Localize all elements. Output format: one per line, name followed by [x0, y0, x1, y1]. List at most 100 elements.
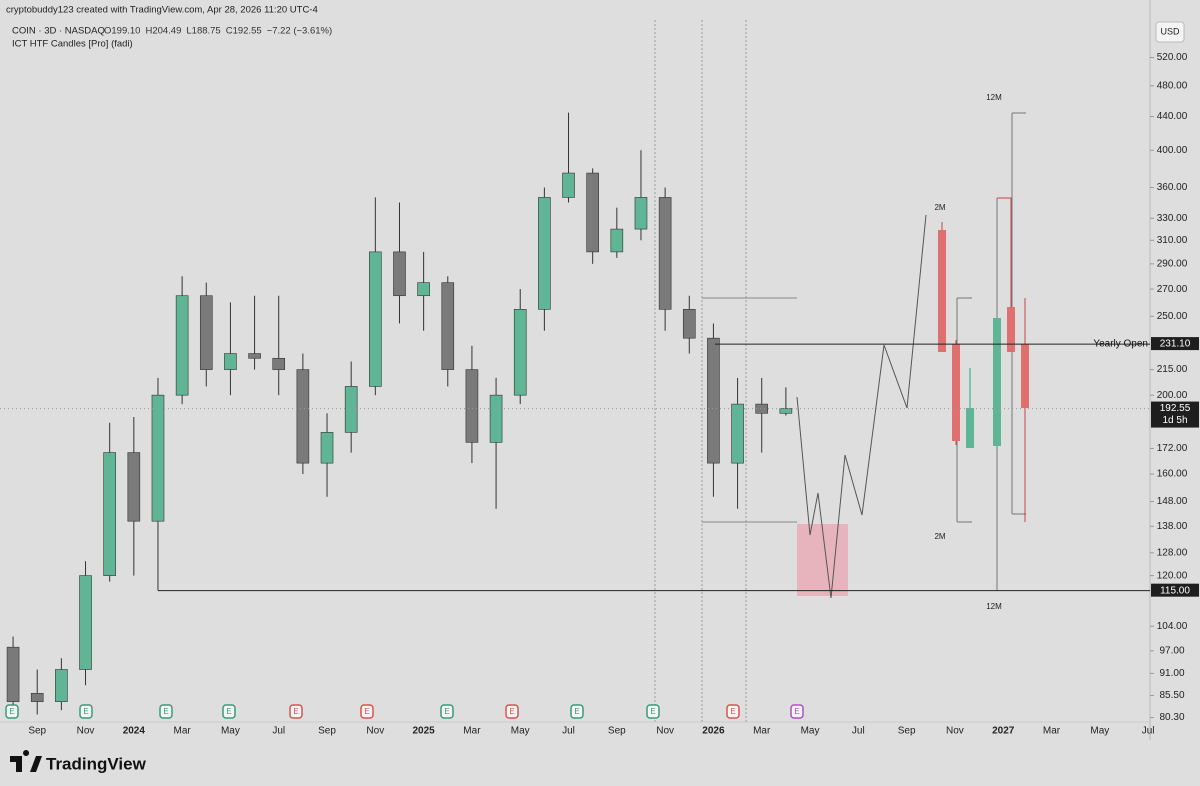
x-tick-label: Jul [272, 726, 285, 737]
candle-body [248, 353, 261, 359]
y-tick-label: 520.00 [1157, 52, 1188, 63]
candle-body [513, 309, 527, 396]
candle-body [538, 197, 551, 310]
earnings-marker [790, 704, 804, 719]
htf-label: 12M [986, 93, 1002, 102]
brand: TradingView [46, 754, 147, 773]
x-tick-label: Nov [656, 726, 674, 737]
credit: cryptobuddy123 created with TradingView.… [6, 5, 318, 16]
symbol: COIN · 3D · NASDAQ [12, 26, 105, 37]
target-zone [797, 524, 848, 596]
candle-body [369, 251, 382, 387]
earnings-marker [289, 704, 303, 719]
earnings-marker [646, 704, 660, 719]
price-label-box [1151, 337, 1199, 351]
x-tick-label: Mar [753, 726, 771, 737]
price-line-name: Yearly Open [1093, 339, 1148, 350]
x-tick-label: 2026 [702, 726, 725, 737]
candle-body [755, 403, 769, 414]
candle-body [199, 295, 213, 370]
candle-body [79, 575, 92, 670]
candle-body [127, 452, 141, 522]
htf-label: 2M [934, 532, 945, 541]
candle-body [55, 669, 68, 702]
earnings-marker [440, 704, 454, 719]
candle-body [151, 394, 165, 522]
y-tick-label: 138.00 [1157, 521, 1188, 532]
currency[interactable]: USD [1160, 26, 1180, 36]
y-tick-label: 97.00 [1159, 645, 1184, 656]
candle-body [296, 369, 310, 464]
earnings-marker [570, 704, 584, 719]
candle-body [417, 282, 430, 297]
candle-body [562, 172, 575, 198]
earnings-label: E [730, 707, 735, 716]
earnings-marker [726, 704, 740, 719]
candle-body [272, 357, 286, 370]
y-tick-label: 440.00 [1157, 111, 1188, 122]
y-tick-label: 310.00 [1157, 235, 1188, 246]
earnings-label: E [163, 707, 168, 716]
y-tick-label: 91.00 [1159, 668, 1184, 679]
candle-body [6, 646, 20, 702]
y-tick-label: 480.00 [1157, 80, 1188, 91]
currency-box[interactable] [1155, 21, 1185, 43]
x-tick-label: Nov [366, 726, 384, 737]
candle-body [465, 369, 479, 443]
candle-body [682, 309, 696, 339]
brand-logo [10, 750, 42, 772]
earnings-label: E [293, 707, 298, 716]
indicator: ICT HTF Candles [Pro] (fadi) [12, 39, 133, 50]
candle-body [586, 172, 599, 253]
earnings-marker [5, 704, 19, 719]
earnings-label: E [83, 707, 88, 716]
x-tick-label: Mar [1043, 726, 1061, 737]
x-tick-label: Mar [463, 726, 481, 737]
candle-body [224, 353, 237, 370]
earnings-marker [222, 704, 236, 719]
candle-body [30, 693, 44, 702]
candle-body [610, 228, 624, 253]
earnings-marker [505, 704, 519, 719]
earnings-marker [360, 704, 374, 719]
y-tick-label: 128.00 [1157, 547, 1188, 558]
y-tick-label: 120.00 [1157, 570, 1188, 581]
x-tick-label: Sep [608, 726, 626, 737]
y-tick-label: 330.00 [1157, 213, 1188, 224]
price-label-box [1151, 583, 1199, 597]
y-tick-label: 290.00 [1157, 259, 1188, 270]
candle-body [634, 197, 648, 230]
candle-body [489, 394, 503, 443]
x-tick-label: Sep [318, 726, 336, 737]
x-tick-label: May [221, 726, 240, 737]
ohlc-value: H204.49 [145, 26, 181, 37]
y-tick-label: 270.00 [1157, 284, 1188, 295]
x-tick-label: May [511, 726, 530, 737]
x-tick-label: May [1090, 726, 1109, 737]
earnings-label: E [444, 707, 449, 716]
candle-body [441, 282, 455, 370]
earnings-label: E [509, 707, 514, 716]
candle-body [779, 408, 793, 414]
earnings-marker [79, 704, 93, 719]
htf-label: 2M [934, 203, 945, 212]
candle-body [658, 197, 672, 310]
candle-body [731, 403, 744, 464]
candle-body [175, 295, 189, 396]
y-tick-label: 250.00 [1157, 311, 1188, 322]
x-tick-label: Nov [946, 726, 964, 737]
candle-body [320, 432, 334, 464]
earnings-label: E [226, 707, 231, 716]
candle-body [344, 386, 358, 433]
candle-body [707, 337, 720, 464]
y-tick-label: 85.50 [1159, 690, 1184, 701]
x-tick-label: Nov [77, 726, 95, 737]
earnings-label: E [794, 707, 799, 716]
y-tick-label: 215.00 [1157, 364, 1188, 375]
x-tick-label: Sep [898, 726, 916, 737]
ohlc-value: O199.10 [104, 26, 140, 37]
y-tick-label: 172.00 [1157, 443, 1188, 454]
x-tick-label: May [801, 726, 820, 737]
earnings-marker [159, 704, 173, 719]
